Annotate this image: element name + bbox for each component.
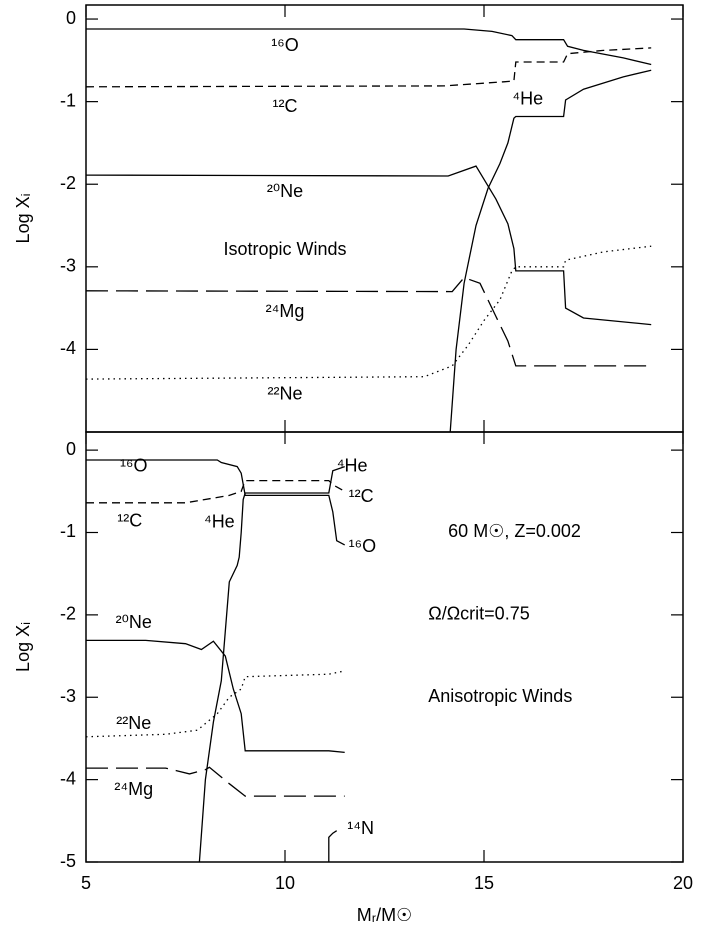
- series-line: [86, 276, 652, 367]
- annotation: ¹⁶O: [349, 536, 376, 556]
- series-line: [449, 69, 652, 432]
- series-line: [86, 47, 652, 88]
- y-tick-label: -2: [60, 173, 76, 193]
- y-axis-label: Log Xᵢ: [13, 194, 33, 244]
- series-label: ⁴He: [512, 89, 543, 109]
- series-line: [86, 245, 652, 380]
- series-label: ²⁴Mg: [114, 779, 153, 799]
- y-tick-label: -5: [60, 851, 76, 871]
- y-axis-label: Log Xᵢ: [13, 622, 33, 672]
- y-tick-label: -1: [60, 521, 76, 541]
- series-label: ¹²C: [117, 511, 142, 531]
- y-tick-label: -4: [60, 768, 76, 788]
- y-tick-label: -3: [60, 256, 76, 276]
- x-tick-label: 15: [474, 873, 494, 893]
- annotation: ⁴He: [337, 455, 368, 475]
- series-label: ²⁰Ne: [116, 612, 152, 632]
- series-label: ¹⁶O: [120, 455, 147, 475]
- y-tick-label: -1: [60, 90, 76, 110]
- series-label: ¹²C: [273, 96, 298, 116]
- series-line: [86, 28, 652, 66]
- series-label: ¹⁶O: [271, 35, 298, 55]
- x-axis-label: Mᵣ/M☉: [357, 905, 412, 925]
- annotation: 60 M☉, Z=0.002: [448, 521, 581, 541]
- series-label: ²⁴Mg: [266, 301, 305, 321]
- series-line: [198, 465, 345, 862]
- series-label: ²²Ne: [116, 713, 151, 733]
- series-label: ²²Ne: [268, 384, 303, 404]
- annotation: Ω/Ωcrit=0.75: [428, 604, 529, 624]
- y-tick-label: 0: [66, 439, 76, 459]
- plot-frame: [85, 4, 684, 433]
- series-line: [328, 830, 338, 862]
- series-label: ⁴He: [204, 511, 235, 531]
- series-line: [86, 639, 345, 754]
- plot-frame: [85, 431, 684, 863]
- annotation: ¹²C: [349, 486, 374, 506]
- y-tick-label: -4: [60, 338, 76, 358]
- annotation: Anisotropic Winds: [428, 686, 572, 706]
- y-tick-label: 0: [66, 8, 76, 28]
- x-tick-label: 10: [275, 873, 295, 893]
- annotation: Isotropic Winds: [223, 239, 346, 259]
- y-tick-label: -3: [60, 686, 76, 706]
- x-tick-label: 5: [81, 873, 91, 893]
- series-label: ¹⁴N: [347, 818, 374, 838]
- x-tick-label: 20: [673, 873, 693, 893]
- y-tick-label: -2: [60, 604, 76, 624]
- series-line: [86, 766, 345, 797]
- series-label: ²⁰Ne: [267, 181, 303, 201]
- series-line: [86, 165, 652, 326]
- series-line: [86, 479, 346, 504]
